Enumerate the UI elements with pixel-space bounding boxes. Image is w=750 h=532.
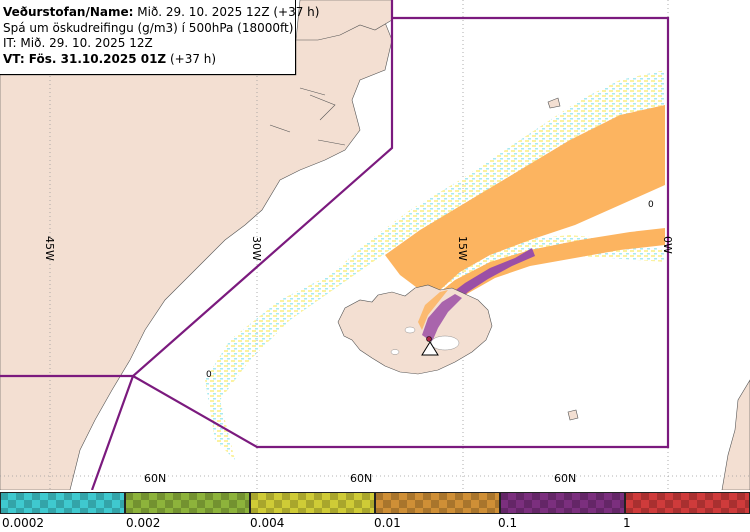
ash-plume-orange-over-land [418,290,448,330]
color-legend: 0.0002 0.002 0.004 0.01 0.1 1 [0,490,750,532]
faroe-islands [567,409,579,421]
legend-swatch [375,492,500,514]
fir-boundary [0,0,670,490]
info-name-value: Mið. 29. 10. 2025 12Z (+37 h) [133,5,320,19]
lon-label-15w: 15W [456,236,469,261]
legend-swatch [500,492,625,514]
info-vt-label: VT: [3,51,25,66]
greenland-fjords [269,87,346,146]
info-line-issue-time: IT: Mið. 29. 10. 2025 12Z [3,36,153,50]
legend-labels: 0.0002 0.002 0.004 0.01 0.1 1 [0,516,750,532]
legend-label: 1 [623,516,631,530]
info-name-label: Veðurstofan/Name: [3,5,134,19]
lat-label-60n: 60N [350,472,372,485]
lon-label-0w: 0W [661,236,674,254]
volcano-marker-icon [421,336,439,356]
legend-label: 0.1 [498,516,518,530]
info-line-name: Veðurstofan/Name: Mið. 29. 10. 2025 12Z … [3,5,319,21]
lon-label-30w: 30W [250,236,263,261]
small-island [547,97,561,109]
info-line-product: Spá um öskudreifingu (g/m3) í 500hPa (18… [3,20,294,35]
lon-label-45w: 45W [43,236,56,261]
lat-label-60n: 60N [554,472,576,485]
greenland-landmass [0,9,393,490]
legend-swatch [0,492,125,514]
legend-swatch [625,492,750,514]
legend-label: 0.01 [374,516,401,530]
ash-plume-purple-over-land [422,294,462,342]
legend-label: 0.002 [126,516,161,530]
lat-label-60n: 60N [144,472,166,485]
info-vt-suffix: (+37 h) [166,51,217,66]
zero-marker: 0 [648,200,654,210]
forecast-info-box: Veðurstofan/Name: Mið. 29. 10. 2025 12Z … [0,0,319,75]
legend-swatch [125,492,250,514]
glaciers [390,326,460,355]
info-vt-value: Fös. 31.10.2025 01Z [24,51,167,66]
ash-forecast-map: 0 0 45W 30W 15W 0W 60N 60N 60N [0,0,750,490]
legend-color-bar [0,492,750,514]
legend-swatch [250,492,375,514]
info-line-valid-time: VT: Fös. 31.10.2025 01Z (+37 h) [3,52,295,68]
legend-label: 0.004 [250,516,285,530]
zero-marker: 0 [206,370,212,380]
legend-label: 0.0002 [2,516,44,530]
norway-coast [721,379,750,490]
